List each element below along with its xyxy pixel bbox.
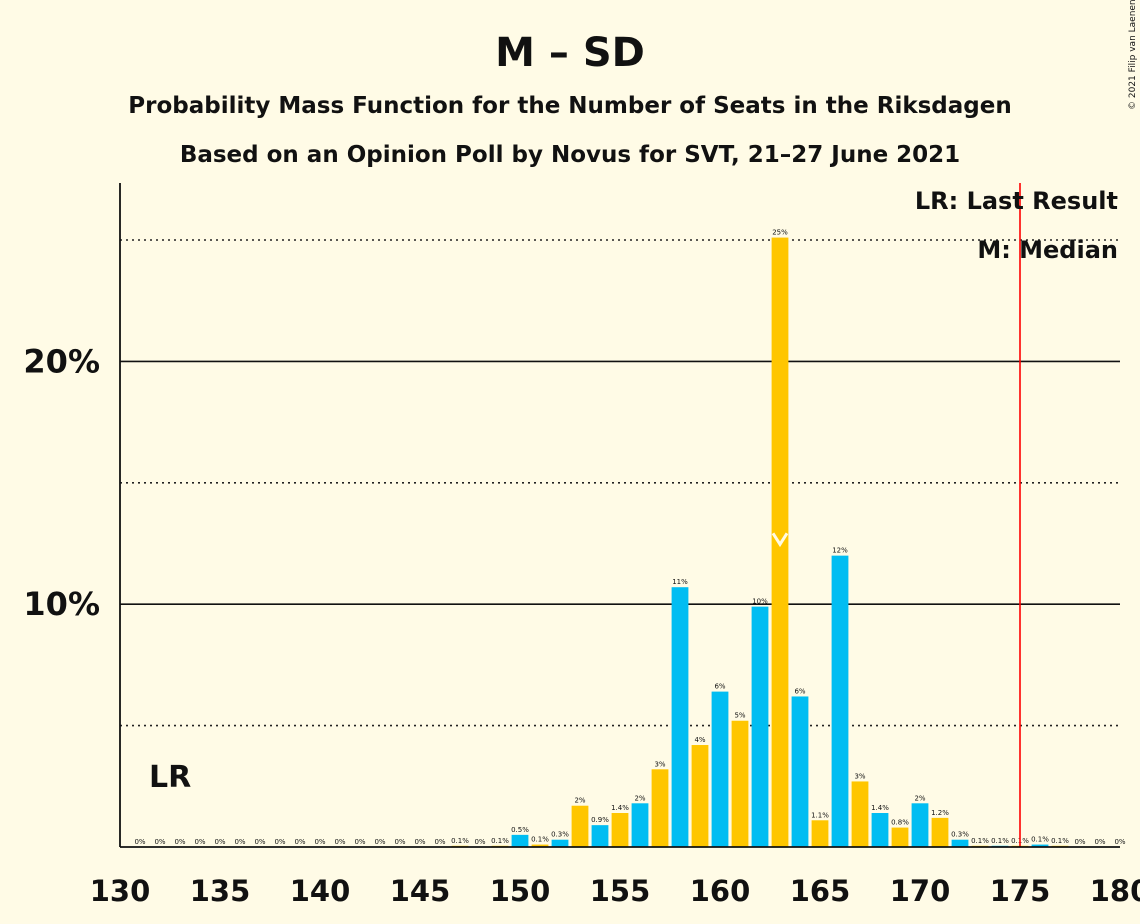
data-label-170: 2% [914, 794, 925, 802]
bar-153 [571, 805, 589, 847]
data-label-151: 0.1% [531, 836, 549, 844]
data-label-159: 4% [694, 736, 705, 744]
data-label-145: 0% [414, 838, 425, 846]
x-tick-180: 180 [1090, 874, 1140, 908]
x-tick-140: 140 [290, 874, 351, 908]
chart-subtitle-2: Based on an Opinion Poll by Novus for SV… [180, 142, 960, 168]
data-label-146: 0% [434, 838, 445, 846]
x-tick-130: 130 [90, 874, 151, 908]
data-label-180: 0% [1114, 838, 1125, 846]
x-tick-160: 160 [690, 874, 751, 908]
data-label-155: 1.4% [611, 804, 629, 812]
data-label-149: 0.1% [491, 837, 509, 845]
bar-166 [831, 555, 849, 847]
data-label-142: 0% [354, 838, 365, 846]
bar-154 [591, 825, 609, 847]
bar-171 [931, 817, 949, 847]
bar-176 [1031, 844, 1049, 847]
data-label-168: 1.4% [871, 804, 889, 812]
data-label-164: 6% [794, 687, 805, 695]
legend-median: M: Median [977, 236, 1118, 264]
axes-group: LR 10% 20% 130 135 140 145 150 155 160 165 170 175 18… [23, 183, 1140, 908]
bar-170 [911, 803, 929, 847]
data-label-139: 0% [294, 838, 305, 846]
data-label-167: 3% [854, 772, 865, 780]
bar-168 [871, 813, 889, 847]
data-label-178: 0% [1074, 838, 1085, 846]
bars-group [451, 237, 1069, 847]
data-label-157: 3% [654, 760, 665, 768]
bar-159 [691, 745, 709, 847]
bar-162 [751, 606, 769, 847]
data-label-147: 0.1% [451, 837, 469, 845]
data-label-144: 0% [394, 838, 405, 846]
data-label-169: 0.8% [891, 819, 909, 827]
data-label-177: 0.1% [1051, 837, 1069, 845]
data-label-158: 11% [672, 578, 688, 586]
data-label-135: 0% [214, 838, 225, 846]
bar-161 [731, 720, 749, 847]
data-label-131: 0% [134, 838, 145, 846]
bar-169 [891, 827, 909, 847]
bar-150 [511, 834, 529, 847]
data-label-154: 0.9% [591, 816, 609, 824]
bar-152 [551, 839, 569, 847]
gridlines [120, 239, 1120, 727]
data-label-150: 0.5% [511, 826, 529, 834]
data-labels-group: 0% 0% 0% 0% 0% 0% 0% 0% 0% 0% 0% 0% 0% 0% 0% 0% 0.1% 0% 0.… [134, 229, 1125, 846]
bar-165 [811, 820, 829, 847]
data-label-161: 5% [734, 712, 745, 720]
data-label-134: 0% [194, 838, 205, 846]
data-label-174: 0.1% [991, 837, 1009, 845]
data-label-143: 0% [374, 838, 385, 846]
chart-title: M – SD [495, 30, 645, 76]
bar-164 [791, 696, 809, 847]
y-tick-10: 10% [23, 585, 100, 623]
data-label-160: 6% [714, 683, 725, 691]
data-label-171: 1.2% [931, 809, 949, 817]
bar-158 [671, 587, 689, 847]
x-tick-150: 150 [490, 874, 551, 908]
data-label-148: 0% [474, 838, 485, 846]
data-label-141: 0% [334, 838, 345, 846]
x-tick-170: 170 [890, 874, 951, 908]
x-tick-155: 155 [590, 874, 651, 908]
data-label-133: 0% [174, 838, 185, 846]
x-tick-135: 135 [190, 874, 251, 908]
bar-156 [631, 803, 649, 847]
data-label-136: 0% [234, 838, 245, 846]
bar-160 [711, 691, 729, 847]
data-label-156: 2% [634, 794, 645, 802]
bar-167 [851, 781, 869, 847]
data-label-153: 2% [574, 797, 585, 805]
data-label-162: 10% [752, 598, 768, 606]
bar-172 [951, 839, 969, 847]
data-label-138: 0% [274, 838, 285, 846]
data-label-137: 0% [254, 838, 265, 846]
x-tick-175: 175 [990, 874, 1051, 908]
median-marker [771, 532, 789, 548]
bar-155 [611, 813, 629, 847]
chart-subtitle-1: Probability Mass Function for the Number… [128, 93, 1011, 119]
data-label-166: 12% [832, 547, 848, 555]
legend-last-result: LR: Last Result [915, 187, 1118, 215]
data-label-179: 0% [1094, 838, 1105, 846]
bar-151 [531, 844, 549, 847]
data-label-165: 1.1% [811, 811, 829, 819]
data-label-163: 25% [772, 229, 788, 237]
bar-157 [651, 769, 669, 847]
lr-marker-label: LR [149, 760, 191, 795]
data-label-173: 0.1% [971, 837, 989, 845]
data-label-176: 0.1% [1031, 836, 1049, 844]
data-label-140: 0% [314, 838, 325, 846]
copyright-notice: © 2021 Filip van Laenen [1128, 0, 1138, 110]
x-tick-145: 145 [390, 874, 451, 908]
data-label-172: 0.3% [951, 831, 969, 839]
x-tick-165: 165 [790, 874, 851, 908]
data-label-132: 0% [154, 838, 165, 846]
data-label-152: 0.3% [551, 831, 569, 839]
y-tick-20: 20% [23, 342, 100, 380]
